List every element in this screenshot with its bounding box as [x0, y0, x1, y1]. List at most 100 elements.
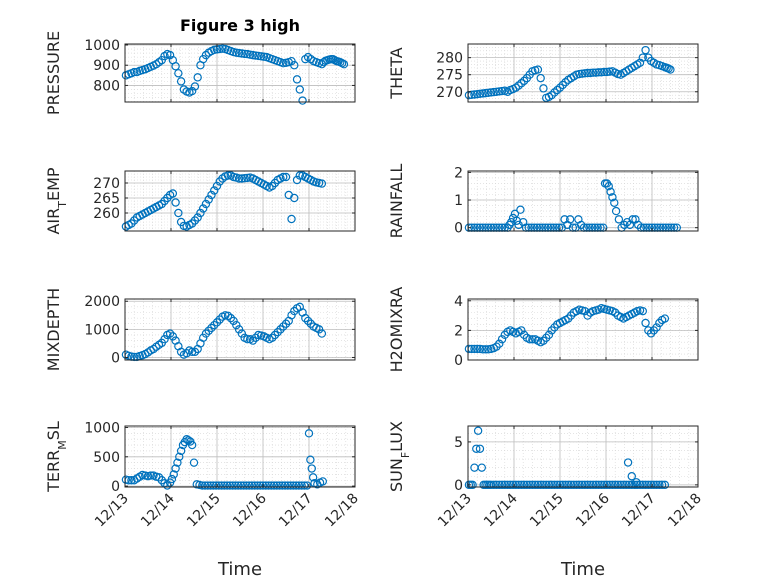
data-point [489, 87, 498, 97]
data-point [272, 481, 281, 490]
data-point [243, 173, 252, 183]
data-point [622, 480, 631, 490]
data-point [561, 480, 570, 490]
data-point [165, 329, 175, 338]
data-point [248, 50, 258, 60]
data-point [281, 172, 291, 182]
data-point [198, 481, 207, 490]
y-tick-label: 270 [436, 85, 463, 101]
data-point [174, 208, 183, 218]
data-point [187, 440, 197, 450]
data-point [201, 199, 211, 209]
data-point [544, 330, 554, 340]
data-point [182, 349, 191, 358]
series-markers [464, 45, 675, 103]
data-point [189, 458, 199, 467]
data-point [610, 198, 619, 207]
data-point [517, 326, 526, 335]
data-point [234, 325, 244, 334]
data-point [171, 62, 180, 71]
data-point [580, 306, 590, 316]
data-point [599, 480, 609, 490]
data-point [239, 481, 248, 490]
axes-box [467, 43, 699, 103]
data-point [473, 344, 482, 354]
data-point [215, 44, 224, 54]
y-axis-label: TERRMSL [44, 421, 69, 493]
data-point [279, 322, 288, 331]
data-point [306, 455, 315, 464]
data-point [234, 174, 244, 183]
data-point [217, 481, 226, 490]
data-point [492, 87, 501, 96]
data-point [649, 480, 659, 490]
data-point [291, 481, 301, 490]
data-point [223, 171, 233, 180]
data-point [646, 480, 656, 490]
data-point [231, 481, 240, 490]
data-point [198, 333, 208, 342]
data-point [244, 481, 254, 490]
data-point [514, 81, 523, 90]
data-point [279, 58, 288, 68]
data-point [641, 480, 650, 490]
y-axis-label: RAINFALL [387, 164, 406, 239]
y-tick-label: 0 [454, 353, 463, 369]
y-tick-label: 275 [436, 68, 463, 84]
series-markers [464, 303, 670, 354]
data-point [495, 87, 504, 96]
y-tick-label: 1000 [84, 322, 120, 338]
data-point [522, 480, 532, 490]
data-point [149, 344, 158, 354]
series-markers [464, 426, 670, 490]
y-tick-label: 2 [454, 323, 463, 339]
data-point [222, 481, 232, 490]
data-point [204, 195, 213, 204]
data-point [240, 49, 249, 59]
data-point [264, 481, 273, 490]
data-point [168, 332, 178, 341]
data-point [604, 182, 613, 191]
data-point [608, 193, 617, 202]
x-axis-label-right: Time [560, 559, 605, 580]
data-point [243, 334, 252, 344]
data-point [171, 198, 180, 207]
data-point [250, 481, 259, 490]
data-point [630, 480, 639, 490]
data-point [569, 480, 579, 490]
data-point [229, 316, 238, 326]
data-point [167, 474, 177, 484]
data-point [632, 478, 641, 487]
data-point [237, 329, 247, 338]
data-point [270, 330, 280, 340]
y-tick-label: 800 [93, 78, 120, 94]
subplot-pressure: 800 900 1000 PRESSURE [44, 31, 356, 115]
x-axis-label-left: Time [217, 559, 262, 580]
data-point [196, 208, 205, 218]
data-point [591, 480, 601, 490]
data-point [583, 68, 592, 78]
y-tick-label: 260 [93, 206, 120, 222]
data-point [547, 90, 556, 100]
data-point [517, 79, 526, 88]
data-point [519, 76, 529, 86]
data-point [168, 189, 178, 198]
data-point [225, 481, 235, 490]
data-point [176, 77, 186, 86]
data-point [477, 463, 486, 472]
data-point [652, 480, 661, 490]
data-point [233, 481, 243, 490]
data-point [258, 481, 268, 490]
data-point [314, 325, 324, 334]
data-point [558, 480, 567, 490]
data-point [203, 481, 212, 490]
data-point [533, 65, 543, 74]
data-point [657, 480, 667, 490]
data-point [287, 214, 296, 224]
axes-box [467, 298, 699, 361]
data-point [237, 49, 247, 58]
data-point [292, 75, 302, 84]
data-point [174, 69, 183, 78]
